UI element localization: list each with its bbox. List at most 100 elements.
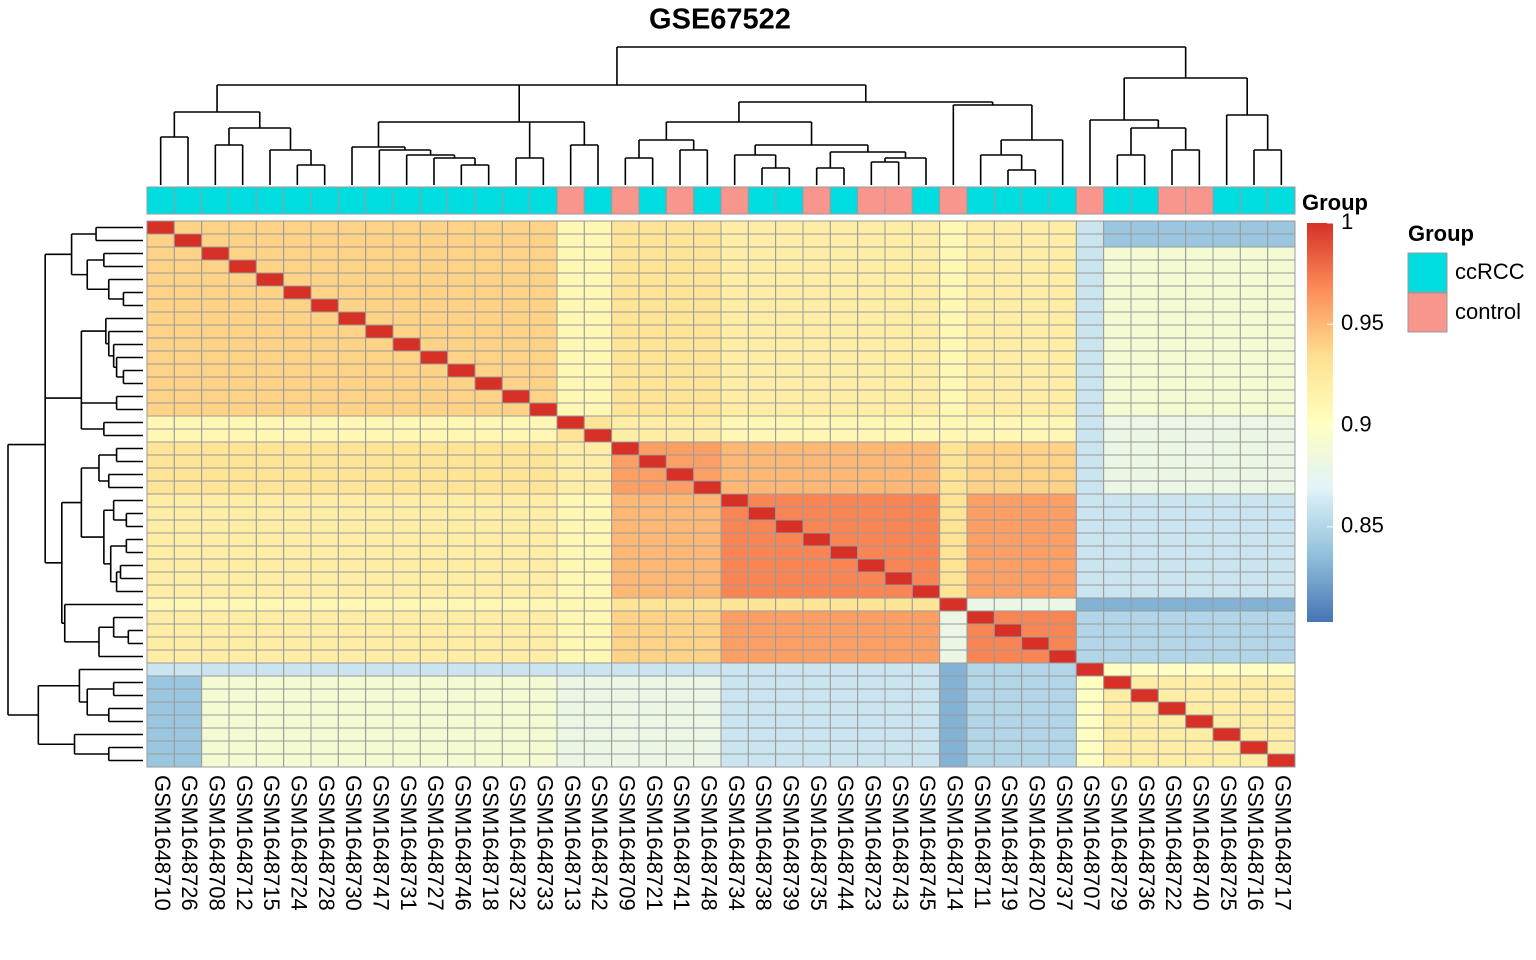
heatmap-cell — [611, 220, 640, 235]
heatmap-cell — [1185, 662, 1214, 677]
heatmap-cell — [201, 428, 230, 443]
heatmap-cell — [911, 532, 941, 547]
heatmap-cell — [1212, 246, 1241, 261]
heatmap-cell — [1239, 714, 1269, 729]
heatmap-cell — [1267, 662, 1296, 677]
heatmap-cell — [802, 753, 831, 768]
heatmap-cell — [474, 389, 503, 404]
heatmap-cell — [283, 610, 312, 625]
heatmap-cell — [720, 688, 749, 703]
heatmap-cell — [529, 740, 558, 755]
heatmap-cell — [775, 376, 804, 391]
heatmap-cell — [638, 246, 667, 261]
heatmap-cell — [911, 649, 941, 664]
heatmap-cell — [802, 467, 831, 482]
heatmap-cell — [1048, 441, 1077, 456]
heatmap-cell — [775, 454, 804, 469]
column-label: GSM1648734 — [724, 775, 749, 911]
heatmap-cell — [1103, 753, 1132, 768]
heatmap-cell — [173, 662, 203, 677]
heatmap-cell — [392, 688, 421, 703]
heatmap-cell — [1185, 389, 1214, 404]
heatmap-cell — [1048, 233, 1077, 248]
heatmap-cell — [1048, 259, 1077, 274]
heatmap-cell — [829, 532, 859, 547]
heatmap-cell — [501, 233, 531, 248]
heatmap-cell — [1157, 233, 1187, 248]
heatmap-cell — [1212, 714, 1241, 729]
heatmap-cell — [665, 597, 695, 612]
heatmap-cell — [501, 246, 531, 261]
heatmap-cell — [857, 259, 886, 274]
heatmap-cell — [283, 636, 312, 651]
heatmap-cell — [173, 363, 203, 378]
heatmap-cell — [392, 649, 421, 664]
heatmap-cell — [829, 571, 859, 586]
color-bar-label: 0.9 — [1341, 411, 1372, 436]
heatmap-cell — [1075, 506, 1105, 521]
heatmap-cell — [993, 714, 1023, 729]
heatmap-cell — [802, 545, 831, 560]
heatmap-cell — [775, 415, 804, 430]
heatmap-cell — [1021, 233, 1050, 248]
heatmap-cell — [1157, 272, 1187, 287]
heatmap-cell — [583, 428, 613, 443]
heatmap-cell — [857, 727, 886, 742]
heatmap-cell — [228, 415, 257, 430]
heatmap-cell — [829, 415, 859, 430]
heatmap-cell — [693, 324, 722, 339]
heatmap-cell — [556, 584, 585, 599]
heatmap-cell — [1048, 753, 1077, 768]
heatmap-cell — [1185, 597, 1214, 612]
heatmap-cell — [583, 532, 613, 547]
heatmap-cell — [365, 233, 394, 248]
annotation-label: Group — [1302, 190, 1368, 215]
heatmap-cell — [1048, 480, 1077, 495]
heatmap-cell — [365, 363, 394, 378]
heatmap-cell — [857, 389, 886, 404]
heatmap-cell — [1103, 389, 1132, 404]
heatmap-cell — [638, 545, 667, 560]
heatmap-cell — [201, 363, 230, 378]
heatmap-cell — [802, 610, 831, 625]
heatmap-cell — [911, 376, 941, 391]
column-label: GSM1648733 — [533, 775, 558, 911]
heatmap-cell — [310, 753, 339, 768]
heatmap-cell — [638, 636, 667, 651]
heatmap-cell — [939, 623, 968, 638]
heatmap-cell — [474, 532, 503, 547]
heatmap-cell — [665, 441, 695, 456]
heatmap-cell — [501, 623, 531, 638]
heatmap-cell — [310, 402, 339, 417]
heatmap-cell — [939, 740, 968, 755]
heatmap-cell — [1021, 480, 1050, 495]
heatmap-cell — [775, 272, 804, 287]
heatmap-cell — [638, 480, 667, 495]
heatmap-cell — [829, 675, 859, 690]
heatmap-cell — [1103, 623, 1132, 638]
heatmap-cell — [802, 571, 831, 586]
heatmap-cell — [529, 727, 558, 742]
heatmap-cell — [283, 389, 312, 404]
heatmap-cell — [1157, 220, 1187, 235]
heatmap-cell — [857, 402, 886, 417]
heatmap-cell — [775, 584, 804, 599]
heatmap-cell — [829, 311, 859, 326]
heatmap-cell — [337, 727, 367, 742]
heatmap-cell — [392, 415, 421, 430]
heatmap-cell — [447, 246, 476, 261]
heatmap-cell — [583, 246, 613, 261]
heatmap-cell — [310, 584, 339, 599]
heatmap-cell — [1021, 389, 1050, 404]
heatmap-cell — [474, 415, 503, 430]
heatmap-cell — [1212, 493, 1241, 508]
group-cell — [966, 186, 995, 215]
heatmap-cell — [1130, 558, 1159, 573]
heatmap-cell — [693, 571, 722, 586]
heatmap-cell — [1048, 558, 1077, 573]
heatmap-cell — [939, 753, 968, 768]
group-cell — [1130, 186, 1159, 215]
heatmap-cell — [747, 545, 777, 560]
heatmap-cell — [583, 584, 613, 599]
heatmap-cell — [255, 337, 285, 352]
